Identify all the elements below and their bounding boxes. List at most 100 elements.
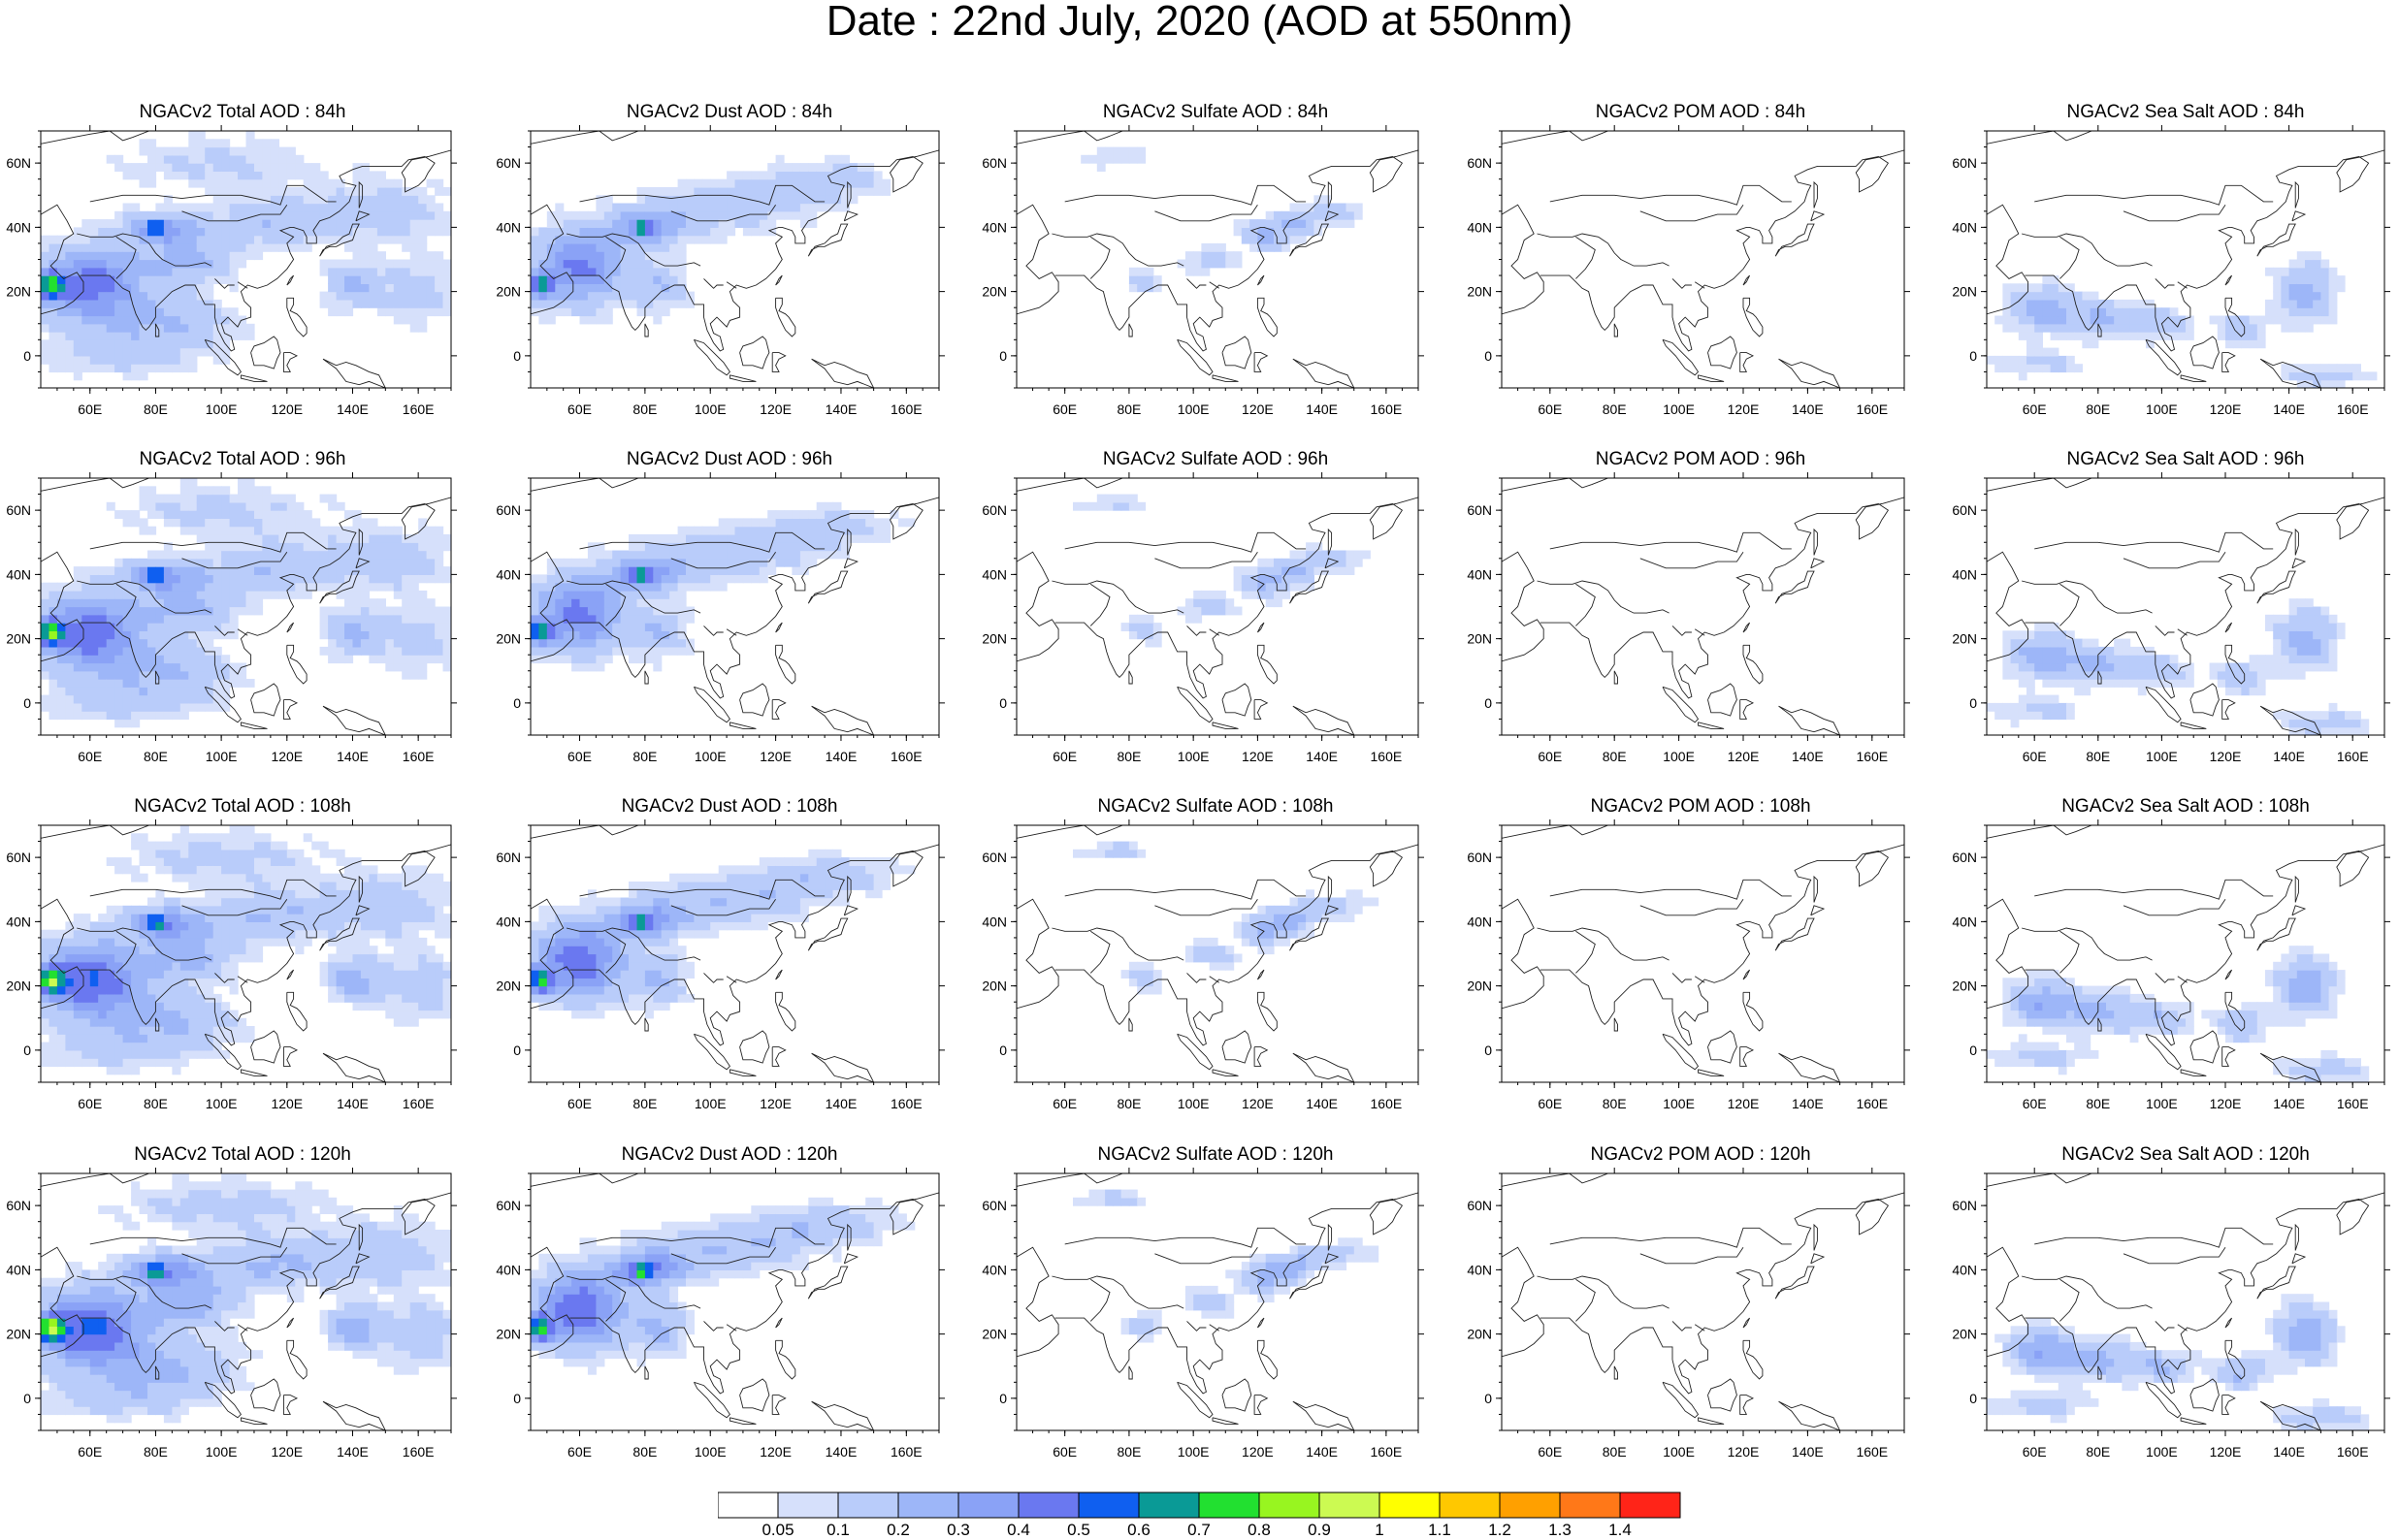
aod-cell bbox=[409, 299, 419, 308]
aod-cell bbox=[188, 259, 198, 269]
aod-cell bbox=[571, 655, 581, 664]
aod-cell bbox=[114, 961, 124, 971]
aod-cell bbox=[849, 510, 859, 519]
aod-cell bbox=[2320, 711, 2330, 721]
aod-cell bbox=[2296, 259, 2306, 269]
aod-cell bbox=[2288, 655, 2298, 664]
aod-cell bbox=[555, 283, 565, 293]
aod-cell bbox=[56, 953, 66, 963]
aod-cell bbox=[303, 227, 312, 237]
aod-cell bbox=[360, 235, 370, 244]
aod-cell bbox=[245, 219, 255, 228]
aod-cell bbox=[2058, 646, 2067, 656]
aod-cell bbox=[563, 291, 572, 301]
aod-cell bbox=[344, 219, 354, 228]
aod-cell bbox=[694, 574, 703, 584]
aod-cell bbox=[114, 566, 124, 575]
lat-tick-label: 60N bbox=[1467, 155, 1492, 171]
aod-cell bbox=[402, 550, 411, 560]
aod-cell bbox=[418, 210, 428, 220]
aod-cell bbox=[65, 235, 75, 244]
aod-cell bbox=[352, 235, 362, 244]
aod-cell bbox=[2320, 283, 2330, 293]
aod-cell bbox=[1329, 219, 1339, 228]
aod-cell bbox=[759, 574, 768, 584]
aod-cell bbox=[179, 598, 189, 608]
aod-cell bbox=[352, 534, 362, 543]
aod-cell bbox=[196, 267, 206, 276]
aod-cell bbox=[2273, 291, 2282, 301]
aod-cell bbox=[205, 542, 214, 552]
aod-cell bbox=[1281, 574, 1291, 584]
aod-cell bbox=[579, 242, 589, 252]
aod-cell bbox=[205, 291, 214, 301]
coastline bbox=[355, 210, 371, 222]
aod-cell bbox=[1265, 574, 1275, 584]
aod-cell bbox=[81, 1026, 91, 1035]
aod-cell bbox=[669, 574, 679, 584]
aod-cell bbox=[147, 970, 157, 979]
aod-cell bbox=[238, 146, 247, 156]
coastline bbox=[214, 278, 235, 289]
aod-cell bbox=[2281, 655, 2290, 664]
aod-cell bbox=[147, 897, 157, 907]
aod-cell bbox=[49, 251, 58, 261]
aod-cell bbox=[792, 542, 801, 552]
aod-cell bbox=[808, 542, 818, 552]
aod-cell bbox=[188, 897, 198, 907]
aod-cell bbox=[2010, 364, 2020, 373]
aod-cell bbox=[278, 171, 288, 180]
aod-cell bbox=[106, 702, 115, 712]
aod-cell bbox=[245, 501, 255, 511]
aod-cell bbox=[98, 970, 108, 979]
aod-cell bbox=[694, 235, 703, 244]
aod-cell bbox=[49, 606, 58, 616]
aod-cell bbox=[882, 518, 892, 528]
aod-cell bbox=[653, 307, 663, 317]
aod-cell bbox=[344, 275, 354, 284]
aod-cell bbox=[636, 195, 646, 205]
aod-cell bbox=[270, 526, 279, 535]
map-panel: 60E 80E 100E 120E 140E 160E 60N 40N 20N 0 NGACv2 P… bbox=[1458, 94, 1943, 424]
lat-tick-label: 60N bbox=[1952, 155, 1977, 171]
aod-cell bbox=[661, 598, 670, 608]
aod-cell bbox=[106, 929, 115, 939]
aod-cell bbox=[49, 355, 58, 365]
aod-cell bbox=[73, 711, 82, 721]
aod-cell bbox=[352, 590, 362, 599]
aod-cell bbox=[56, 323, 66, 333]
aod-cell bbox=[131, 694, 141, 704]
aod-cell bbox=[686, 582, 695, 592]
aod-cell bbox=[188, 131, 198, 140]
aod-cell bbox=[196, 1049, 206, 1059]
aod-cell bbox=[212, 494, 222, 503]
aod-cell bbox=[56, 614, 66, 624]
aod-cell bbox=[857, 510, 866, 519]
aod-cell bbox=[2066, 702, 2075, 712]
aod-cell bbox=[653, 195, 663, 205]
aod-cell bbox=[669, 283, 679, 293]
coastline bbox=[2177, 628, 2188, 636]
aod-cell bbox=[155, 702, 165, 712]
aod-cell bbox=[385, 606, 395, 616]
aod-cell bbox=[426, 251, 436, 261]
aod-cell bbox=[376, 267, 386, 276]
aod-cell bbox=[816, 203, 826, 212]
aod-cell bbox=[393, 550, 403, 560]
aod-cell bbox=[882, 534, 892, 543]
aod-cell bbox=[1152, 630, 1162, 640]
aod-cell bbox=[563, 623, 572, 631]
aod-cell bbox=[1306, 558, 1314, 567]
aod-cell bbox=[2034, 364, 2043, 373]
aod-cell bbox=[2256, 670, 2266, 680]
aod-cell bbox=[531, 242, 539, 252]
aod-cell bbox=[245, 163, 255, 172]
aod-cell bbox=[179, 486, 189, 496]
aod-cell bbox=[808, 178, 818, 188]
coastline bbox=[1154, 204, 1258, 222]
aod-cell bbox=[188, 486, 198, 496]
aod-cell bbox=[65, 655, 75, 664]
aod-cell bbox=[629, 275, 637, 284]
aod-cell bbox=[2305, 251, 2314, 261]
aod-cell bbox=[653, 582, 663, 592]
